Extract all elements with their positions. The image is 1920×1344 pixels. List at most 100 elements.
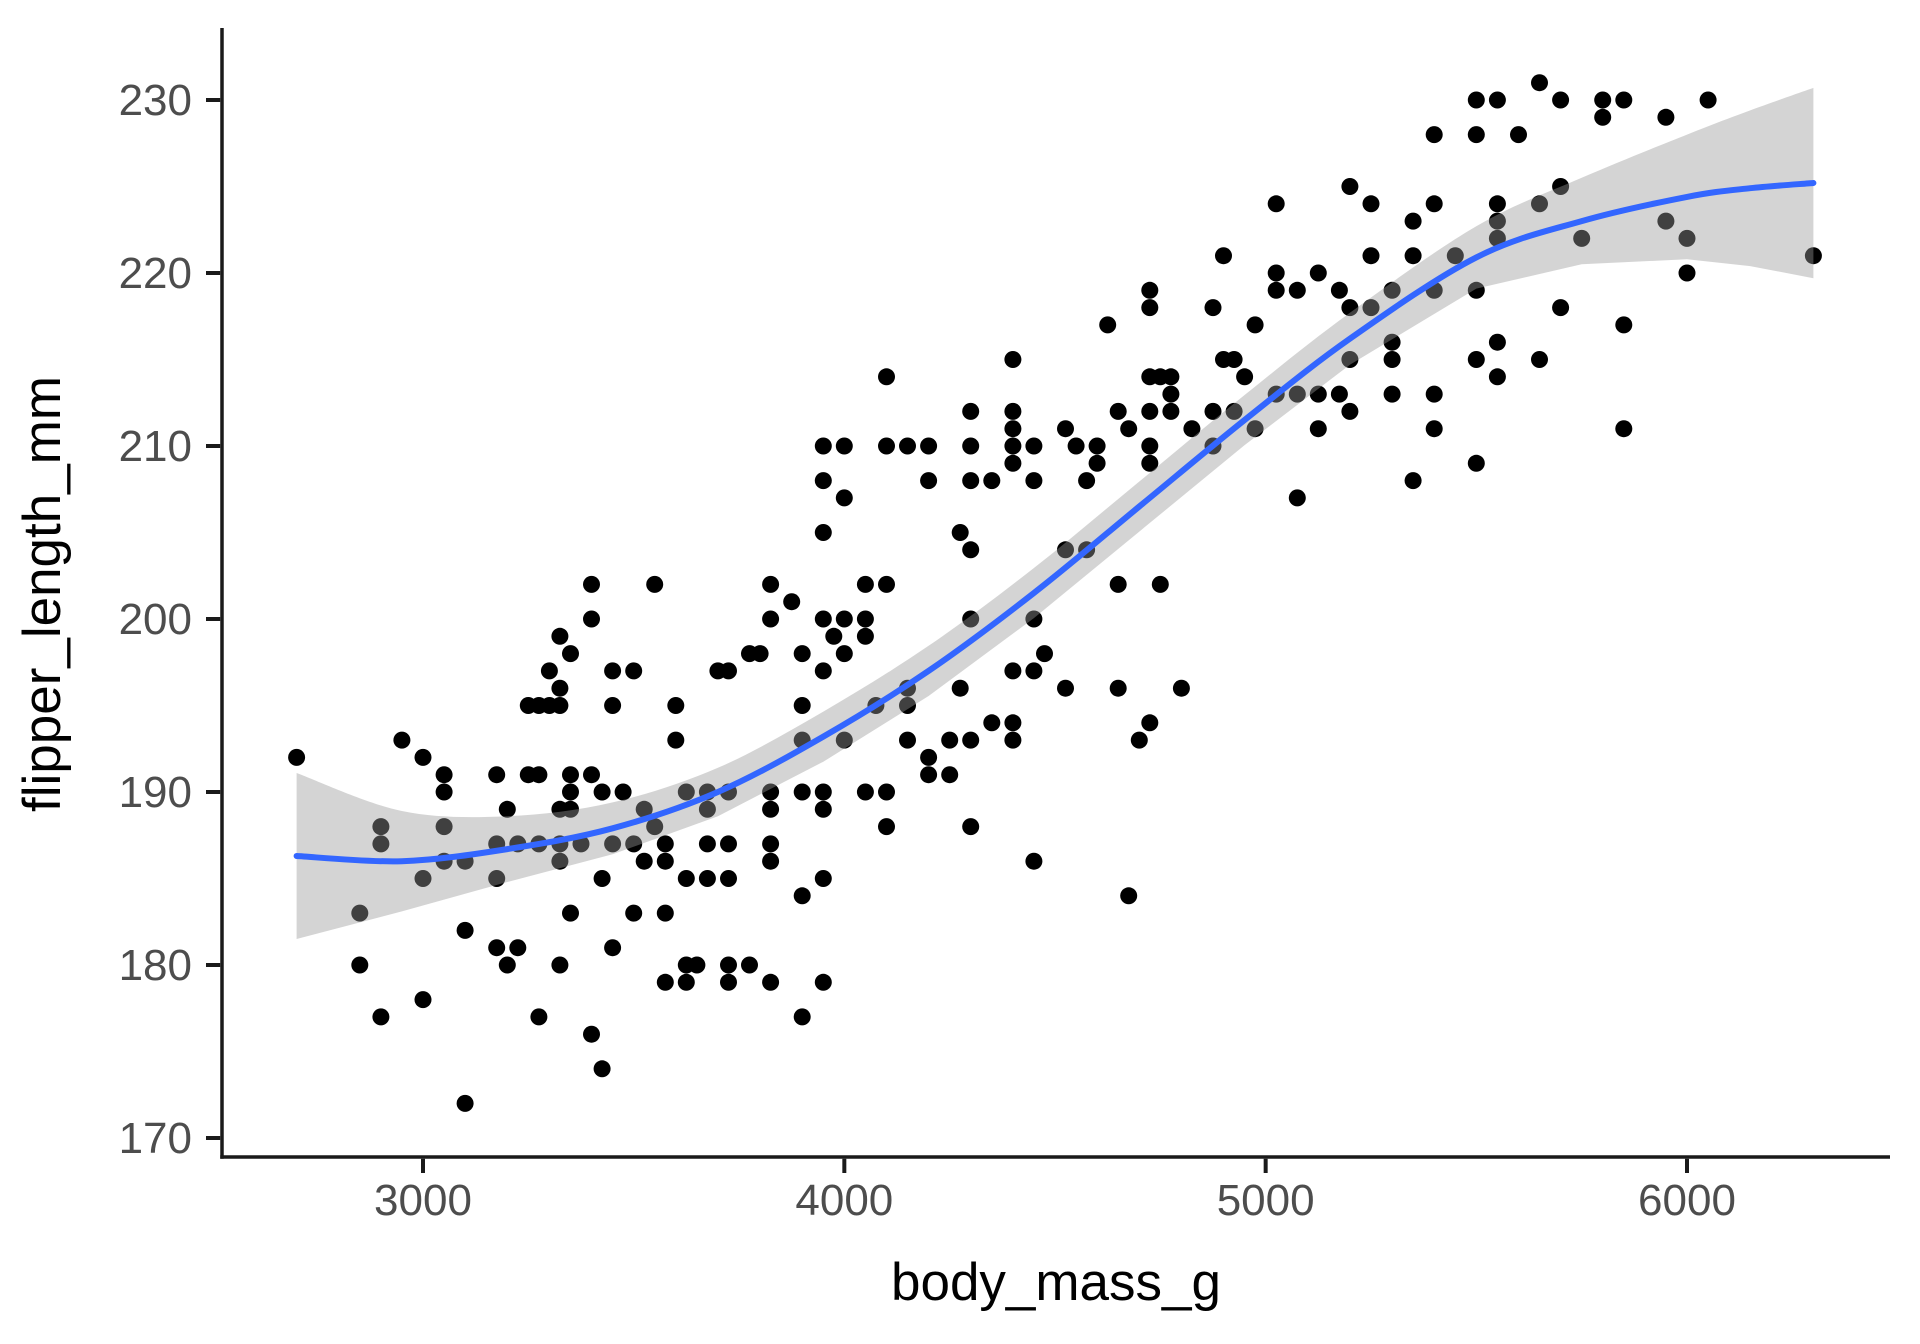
data-point [1004,402,1022,420]
data-point [372,1008,390,1026]
data-point [1488,368,1506,386]
data-point [1141,437,1159,455]
ci-ribbon [296,87,1814,939]
data-point [593,870,611,887]
data-point [1004,420,1022,438]
data-point [1025,662,1043,680]
data-point [1109,402,1127,420]
data-point [1467,126,1485,144]
x-tick-label: 5000 [1217,1176,1315,1225]
data-point [551,956,569,974]
data-point [456,921,474,939]
data-point [1109,679,1127,697]
data-point [530,766,548,784]
data-point [1657,108,1675,126]
y-tick-label: 230 [119,76,192,125]
y-tick-label: 200 [119,595,192,644]
y-tick-label: 170 [119,1114,192,1163]
data-point [614,783,632,801]
data-point [1004,714,1022,732]
data-point [1362,299,1380,317]
data-point [1246,420,1264,438]
data-point [1383,333,1401,351]
data-point [814,783,832,801]
data-point [899,697,916,714]
y-tick-label: 210 [119,422,192,471]
data-point [1467,351,1485,368]
data-point [1141,299,1159,317]
data-point [878,575,895,593]
data-point [1488,212,1506,230]
data-point [593,783,611,801]
data-point [656,835,674,853]
data-point [1552,178,1570,195]
data-point [762,800,780,818]
data-point [583,575,600,593]
data-point [1088,437,1106,455]
data-point [835,610,853,628]
data-point [1057,679,1074,697]
data-point [1531,74,1548,92]
data-point [1004,437,1022,455]
data-point [1204,402,1222,420]
data-point [1467,454,1485,472]
data-point [456,1094,474,1112]
data-point [1078,472,1096,490]
data-point [814,662,832,680]
data-point [1067,437,1085,455]
data-point [498,956,516,974]
data-point [551,679,569,697]
data-point [856,575,874,593]
data-point [1330,281,1348,299]
data-point [1309,264,1327,282]
data-point [372,835,390,853]
data-point [1267,195,1285,213]
data-point [941,731,959,749]
data-point [1488,91,1506,109]
data-point [1288,281,1306,299]
data-point [1246,316,1264,334]
data-point [1025,437,1043,455]
data-point [983,472,1001,490]
data-point [551,852,569,870]
smooth-line-layer [293,180,1817,865]
data-point [667,697,685,714]
data-point [962,731,980,749]
data-point [435,783,453,801]
data-point [625,662,643,680]
data-point [1141,714,1159,732]
data-point [677,973,695,991]
data-point [667,731,685,749]
data-point [835,489,853,507]
data-point [1552,91,1570,109]
data-point [962,437,980,455]
data-point [1404,472,1422,490]
data-point [1183,420,1201,438]
data-point [1615,316,1633,334]
data-point [951,524,969,541]
data-point [562,904,579,922]
data-point [562,800,579,818]
data-point [1341,402,1359,420]
data-point [646,575,664,593]
data-point [793,697,811,714]
data-point [1531,351,1548,368]
data-point [1678,264,1696,282]
data-point [1215,247,1232,265]
data-point [688,956,706,974]
data-point [878,818,895,836]
data-point [1425,126,1443,144]
data-point [878,783,895,801]
data-point [1288,489,1306,507]
data-point [1594,91,1612,109]
data-point [1804,247,1822,265]
data-point [1088,454,1106,472]
data-point [1594,108,1612,126]
data-point [604,835,622,853]
data-point [1036,645,1053,663]
data-point [1309,385,1327,403]
data-point [1615,420,1633,438]
data-point [1151,575,1169,593]
data-point [1425,420,1443,438]
data-point [720,870,737,887]
